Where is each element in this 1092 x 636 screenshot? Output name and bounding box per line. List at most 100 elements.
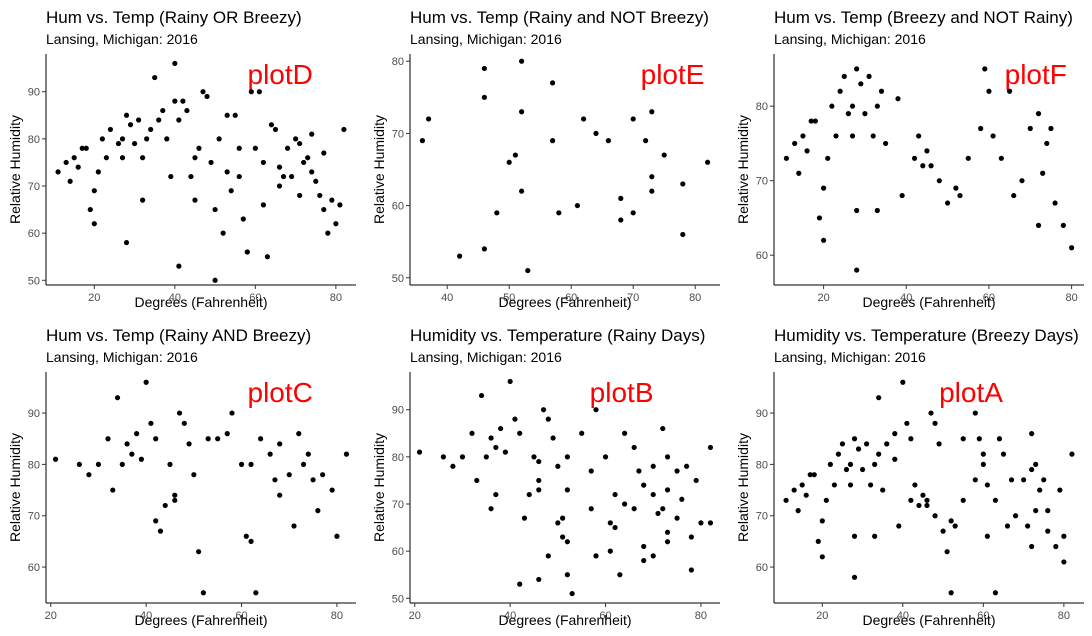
data-point	[783, 497, 789, 503]
data-point	[870, 133, 876, 139]
data-point	[286, 472, 292, 478]
data-point	[928, 410, 934, 416]
data-point	[138, 456, 144, 462]
data-points	[783, 66, 1075, 273]
data-point	[288, 173, 295, 180]
data-point	[325, 230, 331, 236]
data-point	[560, 515, 566, 521]
plot-tag-label: plotB	[590, 377, 654, 408]
data-point	[297, 140, 303, 147]
data-point	[1053, 543, 1059, 550]
y-tick-label: 60	[392, 201, 404, 213]
data-point	[996, 436, 1003, 442]
data-point	[684, 463, 690, 469]
chart-subtitle: Lansing, Michigan: 2016	[774, 349, 926, 365]
data-point	[924, 497, 930, 503]
data-point	[804, 148, 810, 154]
data-point	[52, 456, 59, 462]
x-tick-label: 50	[503, 292, 515, 304]
chart-subtitle: Lansing, Michigan: 2016	[46, 31, 198, 47]
data-points	[419, 58, 711, 274]
data-point	[1035, 111, 1042, 117]
data-point	[481, 65, 487, 72]
data-point	[550, 138, 556, 144]
data-point	[506, 159, 512, 165]
y-tick-label: 80	[392, 56, 404, 68]
data-point	[957, 192, 963, 199]
data-point	[895, 96, 901, 102]
data-point	[631, 506, 637, 512]
data-point	[664, 454, 671, 460]
data-point	[95, 461, 102, 467]
data-point	[680, 181, 686, 187]
data-point	[296, 431, 302, 437]
data-point	[1029, 543, 1035, 550]
data-point	[555, 463, 561, 469]
data-point	[631, 444, 637, 451]
data-point	[55, 169, 61, 175]
data-point	[208, 159, 214, 166]
data-point	[1060, 222, 1066, 228]
y-tick-label: 80	[756, 459, 768, 471]
data-point	[131, 140, 138, 147]
data-point	[998, 155, 1004, 161]
data-point	[305, 155, 311, 161]
data-point	[868, 482, 874, 488]
data-point	[849, 133, 856, 139]
data-point	[440, 454, 446, 460]
data-point	[512, 416, 518, 422]
data-point	[602, 454, 609, 460]
chart-subtitle: Lansing, Michigan: 2016	[410, 349, 562, 365]
chart-panel-plotD: Hum vs. Temp (Rainy OR Breezy) Lansing, M…	[0, 0, 364, 318]
y-tick-label: 60	[756, 562, 768, 574]
data-point	[119, 155, 126, 161]
y-tick-label: 60	[756, 250, 768, 262]
data-point	[862, 111, 868, 117]
data-point	[845, 111, 851, 117]
plot-tag-label: plotC	[248, 377, 313, 408]
y-axis-label: Relative Humidity	[371, 115, 387, 224]
data-point	[309, 169, 315, 175]
data-point	[605, 138, 611, 144]
data-point	[416, 449, 423, 455]
data-point	[660, 506, 666, 512]
data-point	[519, 58, 525, 64]
data-point	[1021, 477, 1027, 483]
data-point	[248, 461, 254, 467]
data-point	[216, 136, 222, 142]
chart-title: Humidity vs. Temperature (Breezy Days)	[774, 326, 1079, 345]
data-point	[908, 497, 914, 503]
data-point	[972, 410, 978, 416]
data-point	[167, 461, 173, 467]
data-point	[650, 463, 656, 469]
data-point	[564, 454, 570, 460]
data-point	[940, 528, 946, 534]
data-point	[321, 150, 327, 156]
data-point	[920, 492, 926, 498]
x-tick-label: 60	[983, 292, 995, 304]
data-point	[160, 107, 166, 114]
data-point	[313, 178, 319, 184]
scatter-plot-svg: Hum vs. Temp (Rainy and NOT Breezy) Lansi…	[371, 8, 720, 310]
data-point	[821, 185, 827, 191]
x-tick-label: 20	[88, 292, 100, 304]
data-points	[52, 379, 350, 596]
data-point	[680, 231, 686, 238]
chart-subtitle: Lansing, Michigan: 2016	[410, 31, 562, 47]
data-point	[992, 497, 999, 503]
y-tick-label: 50	[392, 593, 404, 605]
data-point	[849, 103, 856, 109]
y-tick-label: 90	[28, 408, 40, 420]
data-point	[134, 431, 140, 437]
data-point	[192, 197, 198, 203]
data-point	[264, 254, 271, 260]
data-point	[297, 192, 303, 199]
data-point	[519, 188, 525, 194]
data-point	[944, 549, 950, 555]
data-point	[300, 461, 307, 467]
data-point	[823, 497, 829, 503]
data-point	[329, 197, 335, 203]
data-point	[948, 590, 954, 596]
x-axis-label: Degrees (Fahrenheit)	[862, 294, 995, 310]
data-point	[839, 441, 846, 447]
